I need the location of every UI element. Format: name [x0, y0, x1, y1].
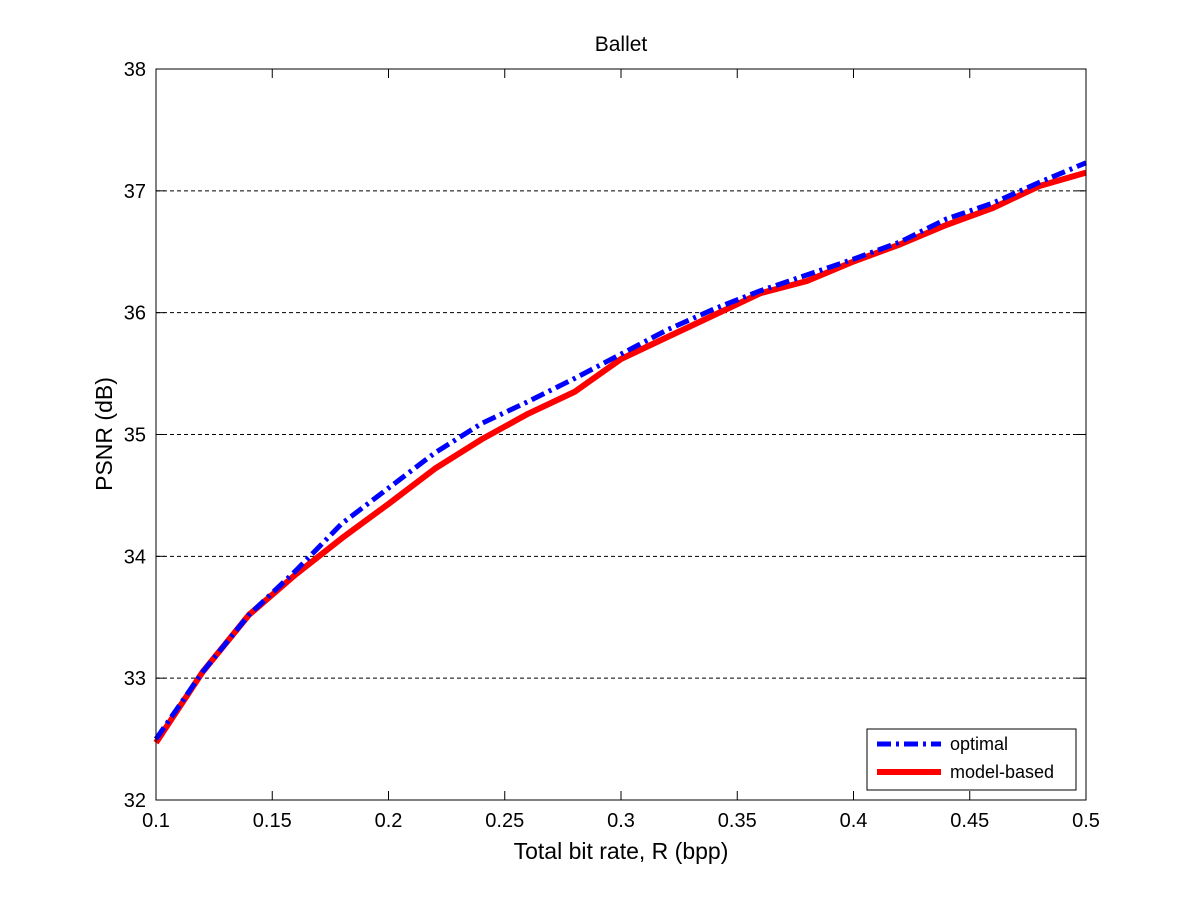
- y-tick-label: 36: [124, 303, 146, 325]
- grid: [156, 190, 1086, 679]
- legend: optimal model-based: [866, 728, 1077, 791]
- x-tick-label: 0.3: [607, 810, 635, 832]
- series-line-model-based: [153, 169, 1087, 745]
- x-tick-label: 0.1: [142, 810, 170, 832]
- series-line-optimal: [153, 160, 1087, 741]
- x-axis-label: Total bit rate, R (bpp): [514, 838, 729, 864]
- x-tick-label: 0.45: [950, 810, 989, 832]
- y-tick-label: 35: [124, 425, 146, 447]
- x-tick-label: 0.5: [1072, 810, 1100, 832]
- y-tick-label: 37: [124, 181, 146, 203]
- chart-title: Ballet: [595, 33, 648, 56]
- y-tick-label: 34: [124, 546, 146, 568]
- y-tick-label: 38: [124, 59, 146, 81]
- x-tick-label: 0.25: [485, 810, 524, 832]
- x-tick-label: 0.15: [253, 810, 292, 832]
- legend-box: [866, 728, 1077, 791]
- y-tick-label: 33: [124, 668, 146, 690]
- x-tick-label: 0.2: [375, 810, 403, 832]
- axis-ticks: 32 33 34 35 36 37 38 0.1 0.15 0.2 0.25 0.3 0.35 0.4 0.…: [124, 59, 1100, 832]
- series-lines: [153, 160, 1087, 745]
- y-tick-label: 32: [124, 790, 146, 812]
- legend-label-model-based: model-based: [950, 762, 1054, 782]
- x-tick-label: 0.4: [840, 810, 868, 832]
- x-tick-label: 0.35: [718, 810, 757, 832]
- legend-label-optimal: optimal: [950, 734, 1008, 754]
- y-axis-label: PSNR (dB): [91, 377, 117, 491]
